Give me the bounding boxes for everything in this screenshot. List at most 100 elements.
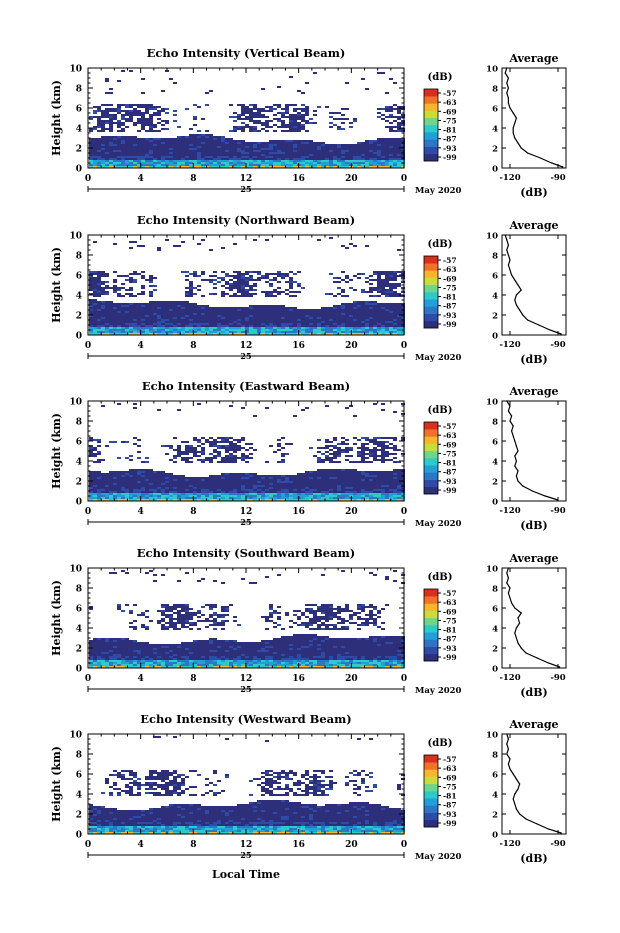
heatmap-cell bbox=[361, 327, 365, 329]
heatmap-cell bbox=[181, 150, 185, 152]
heatmap-cell bbox=[261, 164, 265, 166]
heatmap-cell bbox=[97, 489, 101, 491]
heatmap-cell bbox=[277, 495, 281, 497]
heatmap-cell bbox=[253, 309, 257, 311]
heatmap-cell bbox=[293, 150, 297, 152]
heatmap-cell bbox=[345, 475, 349, 477]
heatmap-cell bbox=[193, 287, 197, 289]
heatmap-cell bbox=[109, 114, 113, 116]
heatmap-cell bbox=[161, 445, 165, 447]
heatmap-cell bbox=[109, 152, 113, 154]
heatmap-cell bbox=[189, 493, 193, 495]
heatmap-cell bbox=[145, 319, 149, 321]
heatmap-cell bbox=[205, 477, 209, 479]
heatmap-cell bbox=[261, 487, 265, 489]
heatmap-cell bbox=[105, 309, 109, 311]
heatmap-cell bbox=[313, 72, 317, 74]
heatmap-cell bbox=[157, 475, 161, 477]
heatmap-cell bbox=[393, 277, 397, 279]
heatmap-cell bbox=[245, 150, 249, 152]
heatmap-cell bbox=[93, 150, 97, 152]
heatmap-cell bbox=[241, 144, 245, 146]
heatmap-cell bbox=[369, 152, 373, 154]
heatmap-cell bbox=[161, 493, 165, 495]
heatmap-cell bbox=[129, 469, 133, 471]
heatmap-cell bbox=[197, 329, 201, 331]
heatmap-cell bbox=[185, 495, 189, 497]
heatmap-cell bbox=[93, 307, 97, 309]
heatmap-cell bbox=[225, 329, 229, 331]
heatmap-cell bbox=[265, 481, 269, 483]
heatmap-cell bbox=[193, 323, 197, 325]
heatmap-cell bbox=[181, 146, 185, 148]
heatmap-cell bbox=[329, 483, 333, 485]
heatmap-cell bbox=[169, 303, 173, 305]
heatmap-cell bbox=[301, 321, 305, 323]
heatmap-cell bbox=[277, 118, 281, 120]
heatmap-cell bbox=[133, 313, 137, 315]
heatmap-cell bbox=[197, 483, 201, 485]
heatmap-cell bbox=[233, 164, 237, 166]
heatmap-cell bbox=[205, 92, 209, 94]
heatmap-cell bbox=[89, 140, 93, 142]
heatmap-cell bbox=[309, 164, 313, 166]
heatmap-cell bbox=[373, 477, 377, 479]
heatmap-cell bbox=[321, 483, 325, 485]
heatmap-cell bbox=[101, 489, 105, 491]
heatmap-cell bbox=[249, 150, 253, 152]
heatmap-cell bbox=[249, 457, 253, 459]
heatmap-cell bbox=[253, 331, 257, 333]
heatmap-cell bbox=[305, 471, 309, 473]
heatmap-cell bbox=[197, 459, 201, 461]
heatmap-cell bbox=[125, 475, 129, 477]
heatmap-cell bbox=[349, 146, 353, 148]
heatmap-cell bbox=[129, 489, 133, 491]
heatmap-cell bbox=[345, 495, 349, 497]
heatmap-cell bbox=[133, 489, 137, 491]
heatmap-cell bbox=[153, 124, 157, 126]
heatmap-cell bbox=[213, 150, 217, 152]
heatmap-cell bbox=[353, 305, 357, 307]
heatmap-cell bbox=[297, 114, 301, 116]
heatmap-cell bbox=[369, 311, 373, 313]
heatmap-cell bbox=[197, 138, 201, 140]
heatmap-cell bbox=[113, 485, 117, 487]
heatmap-cell bbox=[245, 487, 249, 489]
heatmap-cell bbox=[361, 495, 365, 497]
heatmap-cell bbox=[209, 461, 213, 463]
heatmap-cell bbox=[221, 437, 225, 439]
heatmap-cell bbox=[125, 489, 129, 491]
heatmap-cell bbox=[237, 277, 241, 279]
heatmap-cell bbox=[265, 116, 269, 118]
heatmap-cell bbox=[149, 317, 153, 319]
average-profile-point bbox=[509, 269, 510, 270]
heatmap-cell bbox=[173, 148, 177, 150]
heatmap-cell bbox=[185, 453, 189, 455]
heatmap-cell bbox=[249, 279, 253, 281]
heatmap-cell bbox=[317, 471, 321, 473]
heatmap-cell bbox=[205, 150, 209, 152]
heatmap-cell bbox=[133, 146, 137, 148]
heatmap-cell bbox=[113, 148, 117, 150]
heatmap-cell bbox=[209, 331, 213, 333]
heatmap-cell bbox=[225, 439, 229, 441]
heatmap-cell bbox=[393, 142, 397, 144]
heatmap-cell bbox=[249, 158, 253, 160]
heatmap-cell bbox=[241, 311, 245, 313]
heatmap-cell bbox=[341, 493, 345, 495]
heatmap-cell bbox=[153, 112, 157, 114]
heatmap-cell bbox=[253, 479, 257, 481]
heatmap-cell bbox=[337, 118, 341, 120]
heatmap-cell bbox=[129, 116, 133, 118]
heatmap-cell bbox=[169, 491, 173, 493]
heatmap-cell bbox=[365, 245, 369, 247]
heatmap-cell bbox=[133, 144, 137, 146]
heatmap-cell bbox=[129, 112, 133, 114]
heatmap-cell bbox=[101, 142, 105, 144]
heatmap-cell bbox=[101, 479, 105, 481]
heatmap-cell bbox=[245, 148, 249, 150]
heatmap-cell bbox=[317, 491, 321, 493]
colorbar-tick-label: -63 bbox=[443, 98, 457, 107]
heatmap-cell bbox=[285, 317, 289, 319]
heatmap-cell bbox=[217, 489, 221, 491]
